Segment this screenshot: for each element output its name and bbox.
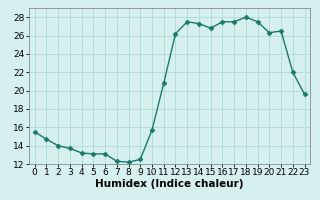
X-axis label: Humidex (Indice chaleur): Humidex (Indice chaleur) <box>95 179 244 189</box>
